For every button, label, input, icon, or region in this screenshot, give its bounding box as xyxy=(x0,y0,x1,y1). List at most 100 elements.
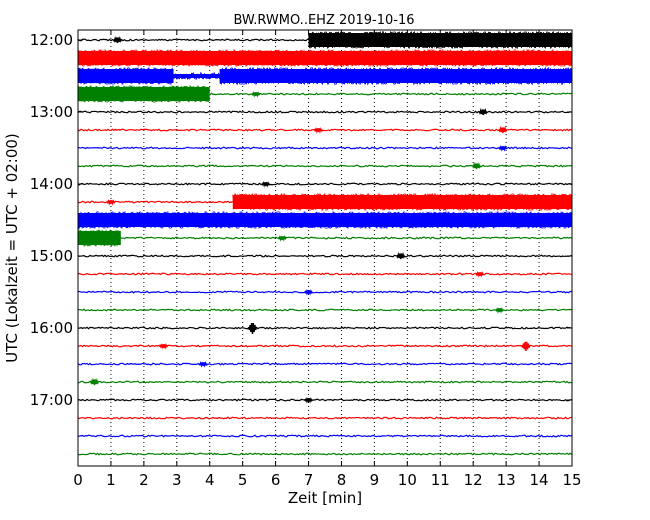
trace-line xyxy=(77,236,572,240)
x-tick-label: 4 xyxy=(205,471,215,489)
trace-segment-edge xyxy=(308,31,572,50)
trace-row xyxy=(77,107,572,116)
x-tick-label: 5 xyxy=(238,471,248,489)
trace-event xyxy=(112,35,123,44)
trace-event xyxy=(89,377,100,386)
trace-row xyxy=(77,181,572,188)
trace-event xyxy=(106,199,116,206)
trace-event xyxy=(475,271,485,278)
y-tick-label: 15:00 xyxy=(30,247,73,265)
trace-line xyxy=(77,398,572,402)
x-tick-label: 15 xyxy=(562,471,581,489)
trace-event xyxy=(251,91,261,98)
trace-row xyxy=(77,377,572,386)
x-tick-label: 3 xyxy=(172,471,182,489)
trace-event xyxy=(303,397,314,404)
trace-segment-edge xyxy=(77,67,174,85)
trace-row xyxy=(77,210,573,230)
trace-row xyxy=(77,145,572,152)
trace-line xyxy=(77,380,572,384)
trace-row xyxy=(77,229,572,247)
trace-event xyxy=(494,307,505,314)
trace-event xyxy=(471,161,482,170)
trace-row xyxy=(77,307,572,314)
trace-row xyxy=(77,452,572,456)
y-axis-ticks: 12:00 13:00 14:00 15:00 16:00 17:00 xyxy=(30,31,572,409)
trace-line xyxy=(77,182,572,186)
trace-row xyxy=(77,271,572,278)
x-tick-label: 1 xyxy=(106,471,116,489)
trace-segment-edge xyxy=(77,210,573,230)
trace-row xyxy=(77,192,573,212)
x-tick-label: 11 xyxy=(431,471,450,489)
trace-row xyxy=(77,161,572,170)
chart-title: BW.RWMO..EHZ 2019-10-16 xyxy=(233,13,414,28)
trace-rows xyxy=(77,31,573,456)
trace-row xyxy=(77,251,572,260)
trace-event xyxy=(521,341,531,352)
trace-event xyxy=(277,235,287,242)
trace-row xyxy=(77,434,572,438)
trace-segment-edge xyxy=(173,72,220,80)
trace-row xyxy=(77,322,572,335)
x-tick-label: 7 xyxy=(304,471,314,489)
trace-event xyxy=(303,289,314,296)
trace-line xyxy=(77,416,572,420)
trace-segment-edge xyxy=(77,229,121,247)
trace-event xyxy=(247,322,258,335)
trace-event xyxy=(396,251,406,260)
x-axis-ticks: 0 1 2 3 4 5 6 7 8 9 10 11 12 13 14 15 xyxy=(73,30,582,489)
trace-row xyxy=(77,289,572,296)
trace-row xyxy=(77,416,572,420)
trace-line xyxy=(77,344,572,348)
trace-line xyxy=(77,362,572,366)
x-tick-label: 10 xyxy=(398,471,417,489)
trace-event xyxy=(159,343,169,350)
trace-line xyxy=(77,308,572,312)
trace-line xyxy=(77,272,572,276)
x-tick-label: 0 xyxy=(73,471,83,489)
trace-line xyxy=(77,254,572,258)
trace-event xyxy=(198,361,208,368)
trace-event xyxy=(478,107,488,116)
trace-row xyxy=(77,31,572,50)
trace-line xyxy=(77,452,572,456)
plot-frame xyxy=(77,29,573,467)
trace-line xyxy=(77,290,572,294)
trace-segment xyxy=(78,213,572,227)
trace-row xyxy=(77,48,573,67)
trace-row xyxy=(77,85,572,103)
x-tick-label: 9 xyxy=(370,471,380,489)
trace-segment xyxy=(78,231,121,245)
trace-row xyxy=(77,397,572,404)
trace-row xyxy=(77,341,572,352)
trace-row xyxy=(77,125,572,134)
trace-segment-edge xyxy=(77,48,573,67)
y-tick-label: 16:00 xyxy=(30,319,73,337)
y-axis-label: UTC (Lokalzeit = UTC + 02:00) xyxy=(3,133,21,363)
x-tick-label: 13 xyxy=(497,471,516,489)
trace-event xyxy=(498,125,508,134)
trace-line xyxy=(77,434,572,438)
y-tick-label: 17:00 xyxy=(30,391,73,409)
trace-segment-edge xyxy=(232,192,573,212)
x-tick-label: 6 xyxy=(271,471,281,489)
trace-line xyxy=(77,326,572,330)
trace-event xyxy=(261,181,271,188)
trace-segment-edge xyxy=(219,66,572,86)
trace-event xyxy=(498,145,508,152)
trace-line xyxy=(77,128,572,132)
x-axis-label: Zeit [min] xyxy=(288,489,362,507)
trace-line xyxy=(77,164,572,168)
y-tick-label: 13:00 xyxy=(30,103,73,121)
grid-lines xyxy=(110,30,540,466)
y-tick-label: 14:00 xyxy=(30,175,73,193)
x-tick-label: 8 xyxy=(337,471,347,489)
trace-segment-edge xyxy=(77,85,210,103)
trace-event xyxy=(313,127,323,134)
x-tick-label: 14 xyxy=(530,471,549,489)
y-tick-label: 12:00 xyxy=(30,31,73,49)
trace-line xyxy=(77,110,572,114)
trace-row xyxy=(77,361,572,368)
